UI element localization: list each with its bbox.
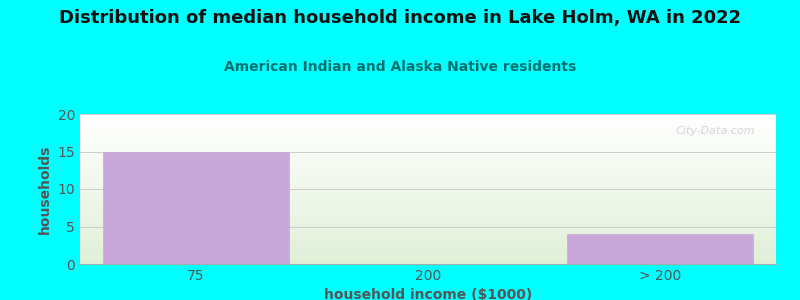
Bar [567,234,753,264]
Text: Distribution of median household income in Lake Holm, WA in 2022: Distribution of median household income … [59,9,741,27]
Bar [103,152,289,264]
Text: American Indian and Alaska Native residents: American Indian and Alaska Native reside… [224,60,576,74]
Y-axis label: households: households [38,144,52,234]
Text: City-Data.com: City-Data.com [676,126,755,136]
X-axis label: household income ($1000): household income ($1000) [324,288,532,300]
